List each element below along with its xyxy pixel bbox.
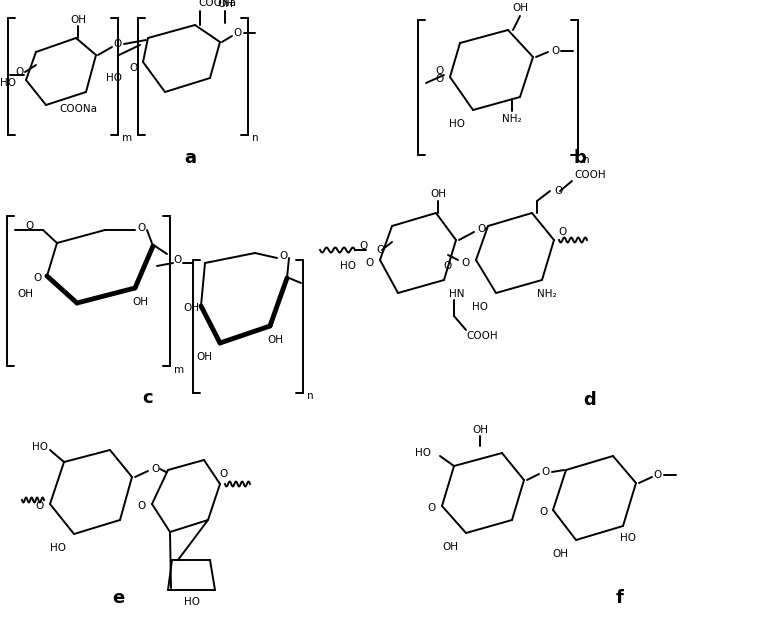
Text: O: O xyxy=(33,273,41,283)
Text: HO: HO xyxy=(0,78,16,88)
Text: OH: OH xyxy=(267,335,283,345)
Text: OH: OH xyxy=(552,549,568,559)
Text: e: e xyxy=(112,589,124,607)
Text: OH: OH xyxy=(70,15,86,25)
Text: m: m xyxy=(122,133,132,143)
Text: O: O xyxy=(539,507,547,517)
Text: O: O xyxy=(542,467,550,477)
Text: O: O xyxy=(219,469,227,479)
Text: OH: OH xyxy=(183,303,199,313)
Text: HO: HO xyxy=(184,597,200,607)
Text: O: O xyxy=(16,67,24,77)
Text: OH: OH xyxy=(430,189,446,199)
Text: COOH: COOH xyxy=(466,331,498,341)
Text: n: n xyxy=(583,155,590,165)
Text: n: n xyxy=(307,391,314,401)
Text: O: O xyxy=(359,241,367,251)
Text: O: O xyxy=(138,501,146,511)
Text: O: O xyxy=(554,186,562,196)
Text: O: O xyxy=(558,227,566,237)
Text: b: b xyxy=(574,149,587,167)
Text: O: O xyxy=(137,223,145,233)
Text: O: O xyxy=(279,251,287,261)
Text: O: O xyxy=(25,221,33,231)
Text: O: O xyxy=(173,255,181,265)
Text: f: f xyxy=(616,589,624,607)
Text: a: a xyxy=(184,149,196,167)
Text: HO: HO xyxy=(340,261,356,271)
Text: OH: OH xyxy=(132,297,148,307)
Text: HO: HO xyxy=(415,448,431,458)
Text: O: O xyxy=(477,224,485,234)
Text: COONa: COONa xyxy=(59,104,97,114)
Text: COOH: COOH xyxy=(574,170,606,180)
Text: d: d xyxy=(584,391,597,409)
Text: OH: OH xyxy=(217,0,233,9)
Text: HO: HO xyxy=(32,442,48,452)
Text: HO: HO xyxy=(106,73,122,83)
Text: O: O xyxy=(436,66,444,76)
Text: O: O xyxy=(36,501,44,511)
Text: O: O xyxy=(114,39,122,49)
Text: c: c xyxy=(143,389,153,407)
Text: O: O xyxy=(462,258,470,268)
Text: NH₂: NH₂ xyxy=(538,289,557,299)
Text: O: O xyxy=(444,261,452,271)
Text: OH: OH xyxy=(442,542,458,552)
Text: O: O xyxy=(376,245,384,255)
Text: OH: OH xyxy=(196,352,212,362)
Text: OH: OH xyxy=(472,425,488,435)
Text: COONa: COONa xyxy=(198,0,236,8)
Text: HO: HO xyxy=(620,533,636,543)
Text: n: n xyxy=(252,133,258,143)
Text: O: O xyxy=(654,470,662,480)
Text: HO: HO xyxy=(472,302,488,312)
Text: O: O xyxy=(551,46,559,56)
Text: HO: HO xyxy=(50,543,66,553)
Text: O: O xyxy=(436,74,444,84)
Text: NH₂: NH₂ xyxy=(502,114,522,124)
Text: HO: HO xyxy=(449,119,465,129)
Text: OH: OH xyxy=(17,289,33,299)
Text: HN: HN xyxy=(449,289,464,299)
Text: m: m xyxy=(174,365,184,375)
Text: OH: OH xyxy=(512,3,528,13)
Text: O: O xyxy=(234,28,242,38)
Text: O: O xyxy=(129,63,137,73)
Text: O: O xyxy=(366,258,375,268)
Text: O: O xyxy=(428,503,436,513)
Text: O: O xyxy=(151,464,159,474)
